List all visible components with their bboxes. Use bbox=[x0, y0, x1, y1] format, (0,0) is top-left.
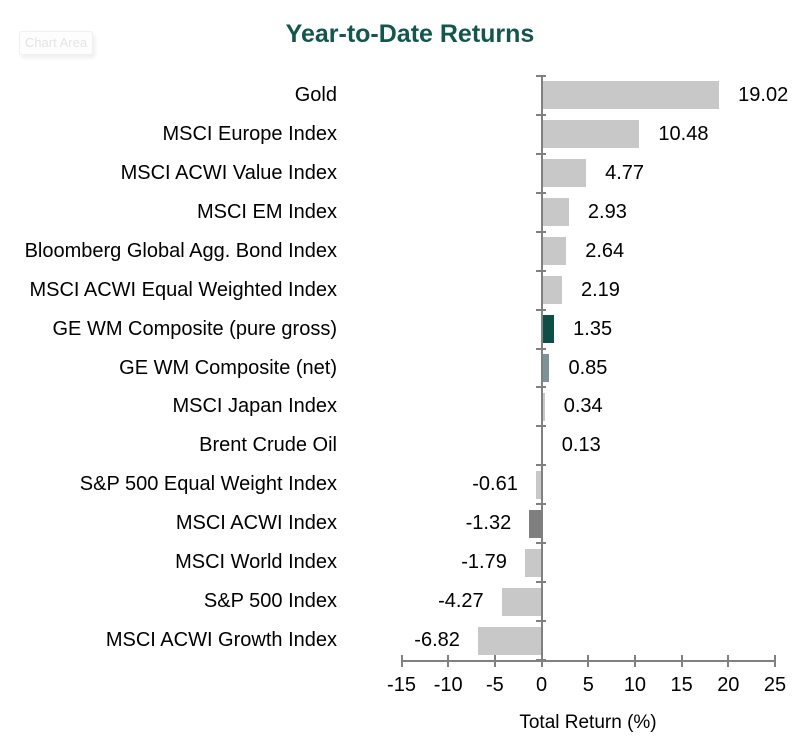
y-axis-tick bbox=[536, 620, 547, 623]
x-tick-label-15: 15 bbox=[670, 674, 693, 696]
x-tick-label--10: -10 bbox=[433, 674, 463, 696]
x-tick-label--5: -5 bbox=[485, 674, 504, 696]
bar-msci-japan-index[interactable] bbox=[541, 392, 545, 421]
bar-msci-em-index[interactable] bbox=[541, 198, 569, 227]
value-label-msci-acwi-value-index: 4.77 bbox=[605, 161, 645, 184]
y-axis-tick bbox=[536, 230, 547, 233]
value-label-bloomberg-global-agg-bond-index: 2.64 bbox=[585, 239, 625, 262]
x-axis-tick bbox=[493, 655, 496, 667]
y-axis-tick bbox=[536, 503, 547, 506]
bar-msci-world-index[interactable] bbox=[524, 548, 542, 577]
category-label-msci-em-index: MSCI EM Index bbox=[196, 200, 337, 223]
x-tick-label-20: 20 bbox=[717, 674, 740, 696]
value-label-msci-acwi-growth-index: -6.82 bbox=[414, 629, 460, 652]
x-axis-title: Total Return (%) bbox=[519, 712, 657, 733]
x-tick-label-10: 10 bbox=[623, 674, 647, 696]
category-label-ge-wm-composite-pure-gross: GE WM Composite (pure gross) bbox=[52, 317, 337, 340]
bar-msci-acwi-value-index[interactable] bbox=[541, 159, 587, 188]
y-axis-tick bbox=[536, 581, 547, 584]
x-tick-label-5: 5 bbox=[582, 674, 594, 696]
x-axis-tick bbox=[400, 655, 403, 667]
category-label-ge-wm-composite-net: GE WM Composite (net) bbox=[119, 356, 337, 379]
category-label-msci-world-index: MSCI World Index bbox=[175, 551, 337, 574]
y-axis-tick bbox=[536, 308, 547, 311]
bar-gold[interactable] bbox=[541, 81, 720, 110]
value-label-msci-acwi-equal-weighted-index: 2.19 bbox=[581, 278, 620, 301]
bar-msci-acwi-equal-weighted-index[interactable] bbox=[541, 276, 562, 305]
category-label-msci-acwi-growth-index: MSCI ACWI Growth Index bbox=[105, 629, 337, 652]
category-label-msci-acwi-index: MSCI ACWI Index bbox=[175, 512, 337, 535]
x-axis-tick bbox=[447, 655, 450, 667]
x-axis-tick bbox=[774, 655, 776, 667]
x-tick-label-25: 25 bbox=[763, 674, 787, 696]
x-axis-tick bbox=[587, 655, 590, 667]
y-axis-tick bbox=[536, 152, 547, 155]
x-axis-tick bbox=[540, 655, 543, 667]
value-label-msci-em-index: 2.93 bbox=[587, 200, 627, 223]
y-axis-tick bbox=[536, 269, 547, 272]
y-axis-tick bbox=[536, 386, 547, 389]
y-axis-line bbox=[540, 76, 543, 662]
x-tick-label-0: 0 bbox=[536, 674, 548, 696]
chart-area-tooltip: Chart Area bbox=[19, 31, 93, 55]
value-label-s-p-500-equal-weight-index: -0.61 bbox=[472, 473, 518, 496]
y-axis-tick bbox=[536, 191, 547, 194]
category-label-brent-crude-oil: Brent Crude Oil bbox=[199, 434, 337, 457]
bar-bloomberg-global-agg-bond-index[interactable] bbox=[541, 237, 567, 266]
x-axis-tick bbox=[727, 655, 730, 667]
category-label-msci-japan-index: MSCI Japan Index bbox=[172, 395, 337, 418]
y-axis-tick bbox=[536, 113, 547, 116]
bar-msci-europe-index[interactable] bbox=[541, 120, 640, 149]
x-tick-label--15: -15 bbox=[387, 674, 416, 696]
category-label-msci-acwi-equal-weighted-index: MSCI ACWI Equal Weighted Index bbox=[29, 278, 337, 301]
category-label-msci-europe-index: MSCI Europe Index bbox=[162, 122, 337, 145]
y-axis-tick bbox=[536, 347, 547, 350]
bar-msci-acwi-growth-index[interactable] bbox=[477, 626, 542, 655]
bar-s-p-500-equal-weight-index[interactable] bbox=[535, 470, 542, 499]
value-label-msci-europe-index: 10.48 bbox=[658, 122, 709, 145]
value-label-msci-acwi-index: -1.32 bbox=[465, 512, 512, 535]
x-axis-tick bbox=[633, 655, 636, 667]
bar-ge-wm-composite-net[interactable] bbox=[541, 354, 550, 382]
x-axis-tick bbox=[680, 655, 683, 667]
value-label-msci-japan-index: 0.34 bbox=[563, 395, 603, 418]
chart-title: Year-to-Date Returns bbox=[285, 20, 535, 48]
category-label-bloomberg-global-agg-bond-index: Bloomberg Global Agg. Bond Index bbox=[24, 239, 337, 262]
bar-s-p-500-index[interactable] bbox=[501, 587, 542, 616]
value-label-msci-world-index: -1.79 bbox=[461, 551, 507, 574]
bar-ge-wm-composite-pure-gross[interactable] bbox=[541, 315, 555, 344]
y-axis-tick bbox=[536, 75, 547, 77]
category-label-gold: Gold bbox=[294, 84, 337, 106]
value-label-ge-wm-composite-net: 0.85 bbox=[568, 356, 608, 379]
category-label-s-p-500-index: S&P 500 Index bbox=[203, 590, 337, 613]
value-label-gold: 19.02 bbox=[738, 84, 789, 106]
value-label-ge-wm-composite-pure-gross: 1.35 bbox=[573, 317, 613, 340]
y-axis-tick bbox=[536, 542, 547, 545]
value-label-s-p-500-index: -4.27 bbox=[438, 590, 484, 613]
y-axis-tick bbox=[536, 464, 547, 467]
category-label-s-p-500-equal-weight-index: S&P 500 Equal Weight Index bbox=[79, 473, 337, 496]
y-axis-tick bbox=[536, 425, 547, 428]
category-label-msci-acwi-value-index: MSCI ACWI Value Index bbox=[120, 161, 337, 184]
bar-msci-acwi-index[interactable] bbox=[529, 509, 542, 538]
chart-area-tooltip-label: Chart Area bbox=[24, 35, 88, 50]
value-label-brent-crude-oil: 0.13 bbox=[561, 434, 601, 457]
